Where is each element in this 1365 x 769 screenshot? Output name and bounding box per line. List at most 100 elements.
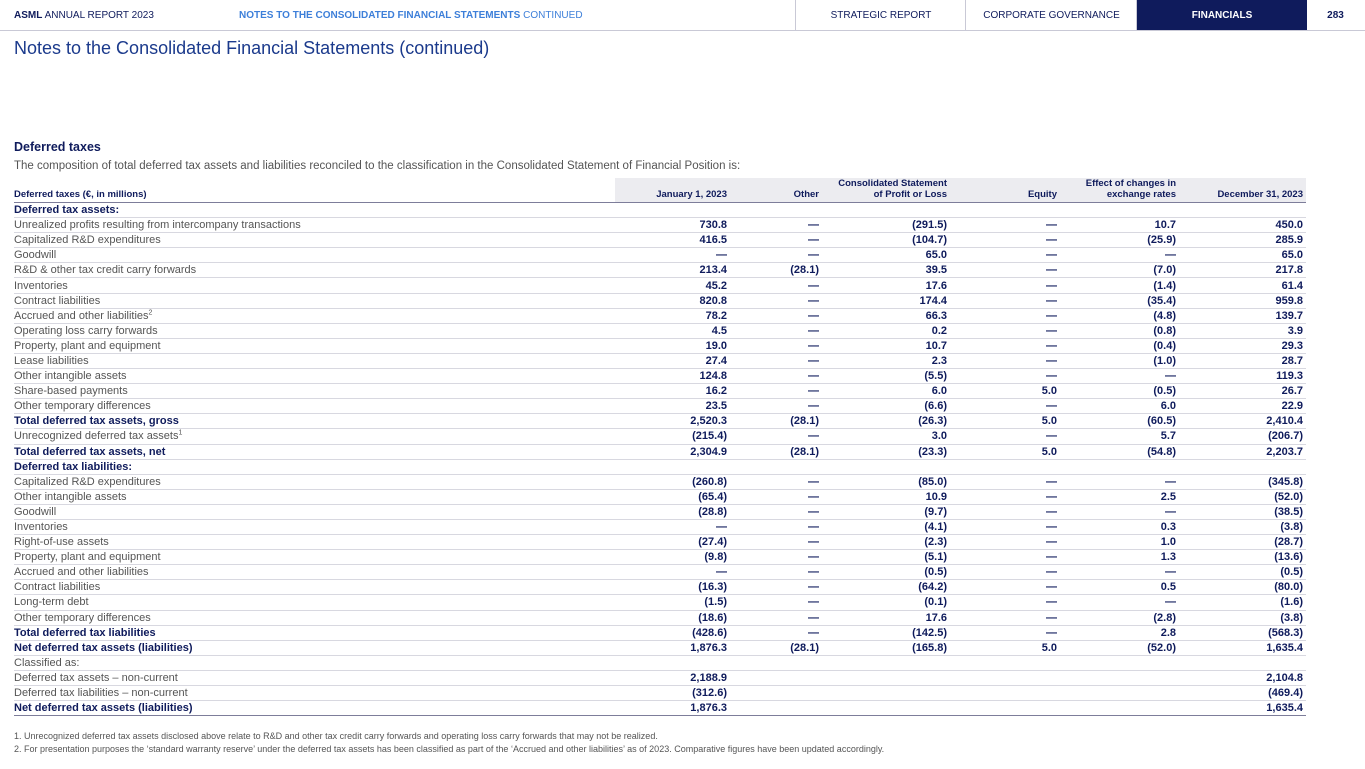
table-row: Property, plant and equipment 19.0 — 10.7 — (… <box>14 338 1306 354</box>
row-label: Contract liabilities <box>14 579 615 596</box>
tab-active[interactable]: FINANCIALS <box>1136 0 1307 30</box>
tab[interactable]: CORPORATE GOVERNANCE <box>965 0 1137 30</box>
value-cell: 1.3 <box>1060 549 1179 566</box>
value-cell <box>822 700 950 717</box>
value: (291.5) <box>912 219 947 232</box>
row-label: Deferred tax liabilities – non-current <box>14 685 615 702</box>
value-cell: 27.4 <box>615 353 730 370</box>
value: 2,410.4 <box>1266 415 1303 428</box>
value-cell <box>1179 202 1306 219</box>
value-cell: (9.8) <box>615 549 730 566</box>
tab[interactable]: STRATEGIC REPORT <box>795 0 966 30</box>
value: (16.3) <box>698 581 727 594</box>
value-cell: — <box>730 323 822 339</box>
row-label-text: Lease liabilities <box>14 354 89 367</box>
table-row: Classified as: <box>14 655 1306 671</box>
value: (1.4) <box>1153 279 1176 292</box>
row-label: Deferred tax liabilities: <box>14 459 615 475</box>
table-row: Goodwill — — 65.0 — — 65.0 <box>14 247 1306 264</box>
value-cell: 29.3 <box>1179 338 1306 354</box>
value-cell: — <box>730 293 822 309</box>
value: (215.4) <box>692 430 727 443</box>
table-row: Capitalized R&D expenditures 416.5 — (104.7… <box>14 232 1306 249</box>
value-cell: 1.0 <box>1060 534 1179 551</box>
value-cell: (165.8) <box>822 640 950 656</box>
value: 213.4 <box>699 264 727 277</box>
value-cell: (28.7) <box>1179 534 1306 551</box>
value: 29.3 <box>1281 339 1303 352</box>
value: 65.0 <box>925 249 947 262</box>
value: — <box>1046 581 1057 594</box>
value: — <box>1046 279 1057 292</box>
value-cell: (28.1) <box>730 413 822 430</box>
row-label: Net deferred tax assets (liabilities) <box>14 640 615 656</box>
value: 3.0 <box>931 430 947 443</box>
value-cell: — <box>730 353 822 370</box>
value-cell <box>615 459 730 475</box>
value: (25.9) <box>1147 234 1176 247</box>
value-cell <box>822 202 950 219</box>
value-cell: 2,203.7 <box>1179 444 1306 460</box>
value: 19.0 <box>705 339 727 352</box>
value-cell: (80.0) <box>1179 579 1306 596</box>
value: 2,104.8 <box>1266 671 1303 684</box>
value-cell: (469.4) <box>1179 685 1306 702</box>
value: (52.0) <box>1274 490 1303 503</box>
value: (28.7) <box>1274 536 1303 549</box>
row-label: Capitalized R&D expenditures <box>14 474 615 490</box>
table-row: Total deferred tax liabilities (428.6) — (1… <box>14 624 1306 641</box>
value-cell: 2,188.9 <box>615 670 730 687</box>
value-cell: — <box>1060 368 1179 385</box>
value: — <box>808 596 819 609</box>
table-row: Inventories — — (4.1) — 0.3 (3.8) <box>14 519 1306 536</box>
value-cell: (26.3) <box>822 413 950 430</box>
value: — <box>808 611 819 624</box>
value-cell: — <box>950 564 1060 581</box>
table-row: Other temporary differences 23.5 — (6.6) — 6.… <box>14 398 1306 415</box>
row-label-text: Property, plant and equipment <box>14 339 161 352</box>
value-cell: (9.7) <box>822 504 950 520</box>
value: (0.1) <box>924 596 947 609</box>
row-label-text: Inventories <box>14 521 68 534</box>
value: — <box>808 324 819 337</box>
value: — <box>1165 249 1176 262</box>
value-cell <box>1060 202 1179 219</box>
row-label: Net deferred tax assets (liabilities) <box>14 700 615 717</box>
deferred-tax-table: Deferred taxes (€, in millions) January 1… <box>14 178 1306 717</box>
value-cell <box>615 655 730 671</box>
footnote: 2. For presentation purposes the ‘standa… <box>14 744 885 754</box>
row-label-text: Other intangible assets <box>14 490 127 503</box>
value-cell: 4.5 <box>615 323 730 339</box>
row-label: Lease liabilities <box>14 353 615 370</box>
value-cell: (52.0) <box>1179 489 1306 505</box>
value: (28.1) <box>790 264 819 277</box>
value-cell: (0.5) <box>822 564 950 581</box>
value: (0.5) <box>1153 385 1176 398</box>
value: (9.7) <box>924 505 947 518</box>
value: — <box>808 309 819 322</box>
value: — <box>1046 324 1057 337</box>
value-cell <box>822 459 950 475</box>
value: — <box>808 400 819 413</box>
value-cell <box>1060 685 1179 702</box>
value: 959.8 <box>1275 294 1303 307</box>
value-cell: (0.5) <box>1179 564 1306 581</box>
value: (28.1) <box>790 415 819 428</box>
value-cell: 174.4 <box>822 293 950 309</box>
row-label-text: Total deferred tax assets, gross <box>14 415 179 428</box>
value: 820.8 <box>699 294 727 307</box>
row-label-text: Capitalized R&D expenditures <box>14 475 161 488</box>
value-cell: 45.2 <box>615 277 730 294</box>
row-label: Property, plant and equipment <box>14 549 615 566</box>
value-cell: — <box>950 277 1060 294</box>
column-header-line: Other <box>793 188 819 200</box>
value: — <box>1165 566 1176 579</box>
value-cell: (5.5) <box>822 368 950 385</box>
value-cell: 0.2 <box>822 323 950 339</box>
row-label: Property, plant and equipment <box>14 338 615 354</box>
value: 2,304.9 <box>690 445 727 458</box>
value: — <box>808 490 819 503</box>
value: (64.2) <box>918 581 947 594</box>
row-label-text: Unrealized profits resulting from interc… <box>14 219 301 232</box>
value: (80.0) <box>1274 581 1303 594</box>
